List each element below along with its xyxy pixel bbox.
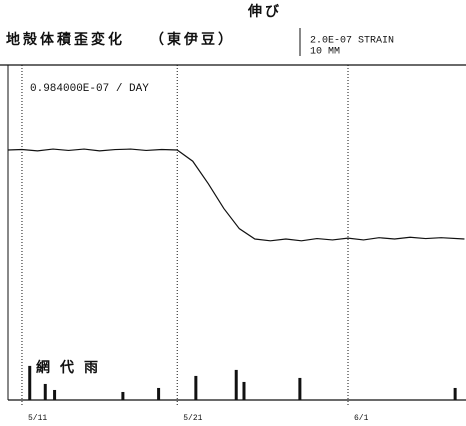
rain-bar [453,387,457,400]
subtitle: （東伊豆） [150,31,235,48]
rain-bar [298,377,302,400]
rain-bar [43,383,47,400]
scale-strain: 2.0E-07 STRAIN [310,36,394,47]
chart-title: 地殻体積歪変化 [6,31,125,48]
rain-bar [28,365,32,400]
x-tick-label: 5/11 [28,414,47,423]
rain-bar [121,391,125,400]
rain-bar [157,387,161,400]
rain-bar [242,381,246,400]
x-tick-label: 5/21 [183,414,202,423]
rain-bar [234,369,238,400]
scale-rain: 10 MM [310,47,340,58]
rain-label: 網代雨 [36,359,108,376]
header: 伸び [247,3,282,20]
strain-line [7,148,465,242]
annotation: 0.984000E-07 / DAY [30,83,149,95]
rain-bar [194,375,198,400]
rain-bar [53,389,57,400]
x-tick-label: 6/1 [354,414,369,423]
